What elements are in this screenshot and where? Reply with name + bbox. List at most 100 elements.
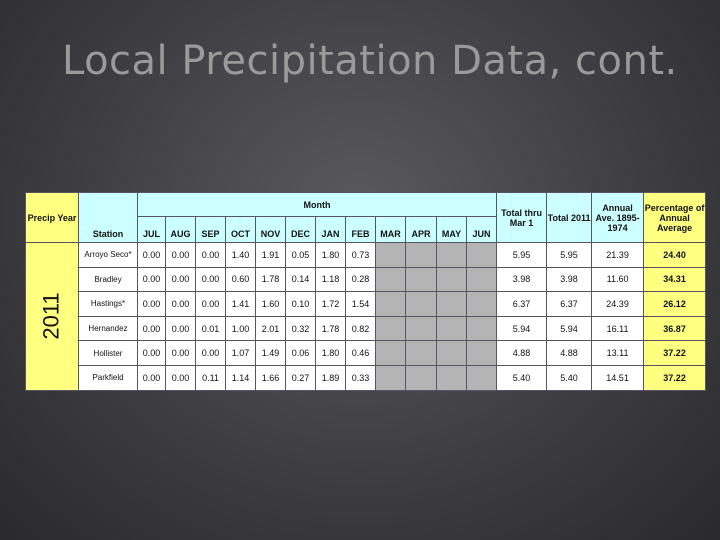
table-cell: 4.88 — [546, 340, 593, 366]
table-cell: 0.00 — [137, 364, 166, 391]
table-cell: NOV — [255, 216, 286, 243]
table-cell: 1.80 — [315, 242, 346, 268]
table-cell: 0.28 — [345, 266, 376, 293]
table-cell: 0.00 — [137, 266, 166, 293]
table-cell: 1.54 — [345, 291, 376, 317]
header-cell: Total 2011 — [546, 192, 593, 243]
table-cell — [375, 364, 406, 391]
table-cell: 0.00 — [165, 315, 196, 342]
table-cell: OCT — [225, 216, 256, 243]
table-cell: 1.07 — [225, 340, 256, 366]
header-cell: Total thru Mar 1 — [496, 192, 548, 243]
table-cell: 3.98 — [546, 266, 593, 293]
table-cell — [436, 242, 467, 268]
table-cell — [436, 364, 467, 391]
table-cell: 0.00 — [165, 266, 196, 293]
table-cell: JUN — [465, 216, 498, 243]
table-cell — [465, 266, 498, 293]
table-cell: 5.95 — [496, 242, 548, 268]
table-cell — [405, 340, 437, 366]
table-cell: Bradley — [78, 266, 138, 293]
table-cell: 34.31 — [643, 266, 707, 293]
table-cell: 1.89 — [315, 364, 346, 391]
table-row: Hastings* 0.00 0.00 0.00 1.41 1.60 0.10 1.72 1.5… — [26, 291, 707, 317]
table-cell: 0.00 — [165, 291, 196, 317]
table-cell — [405, 315, 437, 342]
table-cell: 0.00 — [195, 291, 226, 317]
table-cell: AUG — [165, 216, 196, 243]
table-cell: 26.12 — [643, 291, 707, 317]
table-cell: 0.00 — [165, 340, 196, 366]
table-row: Hernandez 0.00 0.00 0.01 1.00 2.01 0.32 1.78 0.8… — [26, 315, 707, 342]
table-cell — [436, 291, 467, 317]
table-cell: 0.00 — [195, 340, 226, 366]
table-cell: 1.72 — [315, 291, 346, 317]
table-cell: 14.51 — [591, 364, 645, 391]
table-cell: 5.40 — [546, 364, 593, 391]
table-cell: 2.01 — [255, 315, 286, 342]
table-cell: Arroyo Seco* — [78, 242, 138, 268]
table-cell: Hollister — [78, 340, 138, 366]
table-cell: 1.41 — [225, 291, 256, 317]
table-cell: 16.11 — [591, 315, 645, 342]
table-cell — [436, 340, 467, 366]
table-cell — [405, 242, 437, 268]
table-cell: 1.40 — [225, 242, 256, 268]
table-cell — [436, 315, 467, 342]
table-cell — [405, 291, 437, 317]
table-cell: 1.00 — [225, 315, 256, 342]
table-cell: 36.87 — [643, 315, 707, 342]
table-cell: 0.00 — [195, 266, 226, 293]
table-cell: MAY — [436, 216, 467, 243]
precip-table: Precip Year Station Month Total thru Mar… — [25, 192, 707, 391]
table-cell: 1.78 — [255, 266, 286, 293]
table-cell — [465, 242, 498, 268]
table-cell: MAR — [375, 216, 406, 243]
table-cell: 5.95 — [546, 242, 593, 268]
slide-title: Local Precipitation Data, cont. — [62, 38, 678, 84]
table-cell: FEB — [345, 216, 376, 243]
table-cell — [375, 340, 406, 366]
table-cell — [465, 340, 498, 366]
table-cell: SEP — [195, 216, 226, 243]
table-cell: 24.40 — [643, 242, 707, 268]
header-cell: Month — [136, 192, 498, 217]
table-cell: 1.14 — [225, 364, 256, 391]
table-cell: 37.22 — [643, 364, 707, 391]
year-label: 2011 — [39, 292, 64, 340]
table-row: Parkfield 0.00 0.00 0.11 1.14 1.66 0.27 1.89 0.3… — [26, 364, 707, 391]
table-cell: 1.49 — [255, 340, 286, 366]
table-cell: 0.11 — [195, 364, 226, 391]
table-cell: 1.18 — [315, 266, 346, 293]
table-cell: 0.32 — [285, 315, 316, 342]
table-cell: 3.98 — [496, 266, 548, 293]
table-cell: 2011 — [25, 242, 79, 391]
header-cell: Percentage of Annual Average — [643, 192, 707, 243]
table-cell: 5.94 — [496, 315, 548, 342]
table-cell: 1.78 — [315, 315, 346, 342]
table-cell — [405, 364, 437, 391]
table-cell: 37.22 — [643, 340, 707, 366]
table-cell: 0.05 — [285, 242, 316, 268]
table-cell: 0.73 — [345, 242, 376, 268]
table-cell — [375, 315, 406, 342]
table-cell: 0.46 — [345, 340, 376, 366]
table-cell: 0.27 — [285, 364, 316, 391]
table-row: 2011 Arroyo Seco* 0.00 0.00 0.00 1.40 1.91 0.05… — [25, 242, 707, 391]
table-cell: 0.60 — [225, 266, 256, 293]
table-cell: 1.60 — [255, 291, 286, 317]
table-cell: APR — [405, 216, 437, 243]
table-cell — [375, 266, 406, 293]
table-cell: 0.14 — [285, 266, 316, 293]
table-cell: Hernandez — [78, 315, 138, 342]
table-cell: DEC — [285, 216, 316, 243]
table-cell — [375, 242, 406, 268]
header-cell: Station — [78, 192, 138, 243]
table-cell — [465, 315, 498, 342]
table-cell: JAN — [315, 216, 346, 243]
table-row: Bradley 0.00 0.00 0.00 0.60 1.78 0.14 1.18 0.28 3… — [26, 266, 707, 293]
table-cell: 0.00 — [137, 340, 166, 366]
table-cell: 0.06 — [285, 340, 316, 366]
table-cell: 0.10 — [285, 291, 316, 317]
